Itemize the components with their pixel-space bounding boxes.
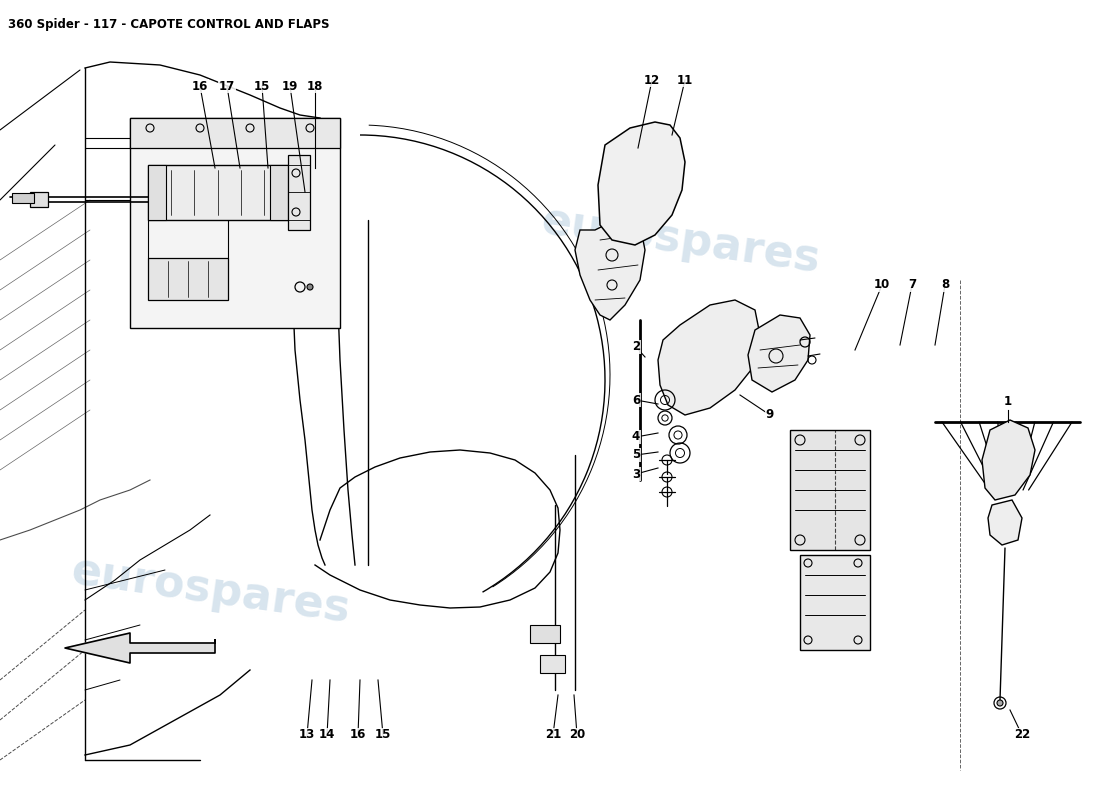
Text: eurospares: eurospares	[538, 199, 823, 281]
Text: 10: 10	[873, 278, 890, 291]
Text: 8: 8	[940, 278, 949, 291]
Bar	[148, 165, 288, 220]
Polygon shape	[658, 300, 760, 415]
Text: 22: 22	[1014, 729, 1030, 742]
Bar	[540, 655, 565, 673]
Text: 16: 16	[191, 79, 208, 93]
Bar	[130, 118, 340, 148]
Text: 7: 7	[908, 278, 916, 291]
Text: 15: 15	[254, 79, 271, 93]
Bar	[30, 192, 48, 207]
Text: 12: 12	[644, 74, 660, 86]
Bar	[148, 258, 228, 300]
Text: 6: 6	[631, 394, 640, 406]
Polygon shape	[748, 315, 810, 392]
Text: 2: 2	[631, 341, 640, 354]
Text: 17: 17	[219, 79, 235, 93]
Polygon shape	[982, 420, 1035, 500]
Text: 3: 3	[631, 467, 640, 481]
Bar	[790, 430, 870, 550]
Bar	[270, 165, 288, 220]
Polygon shape	[575, 215, 645, 320]
Bar	[130, 118, 340, 328]
Text: 5: 5	[631, 449, 640, 462]
Bar	[148, 165, 166, 220]
Text: 21: 21	[544, 729, 561, 742]
Text: 11: 11	[676, 74, 693, 86]
Text: 13: 13	[299, 729, 315, 742]
Polygon shape	[988, 500, 1022, 545]
Circle shape	[307, 284, 314, 290]
Text: 9: 9	[766, 409, 774, 422]
Text: 1: 1	[1004, 395, 1012, 408]
Text: 19: 19	[282, 79, 298, 93]
Polygon shape	[65, 633, 214, 663]
Circle shape	[997, 700, 1003, 706]
Text: 4: 4	[631, 430, 640, 443]
Text: 20: 20	[569, 729, 585, 742]
Text: 14: 14	[319, 729, 336, 742]
Text: 360 Spider - 117 - CAPOTE CONTROL AND FLAPS: 360 Spider - 117 - CAPOTE CONTROL AND FL…	[8, 18, 330, 31]
Text: eurospares: eurospares	[68, 549, 352, 631]
Text: 15: 15	[375, 729, 392, 742]
Bar	[800, 555, 870, 650]
Polygon shape	[598, 122, 685, 245]
Text: 18: 18	[307, 79, 323, 93]
Bar	[288, 155, 310, 230]
Bar	[530, 625, 560, 643]
Bar	[12, 193, 34, 203]
Text: 16: 16	[350, 729, 366, 742]
